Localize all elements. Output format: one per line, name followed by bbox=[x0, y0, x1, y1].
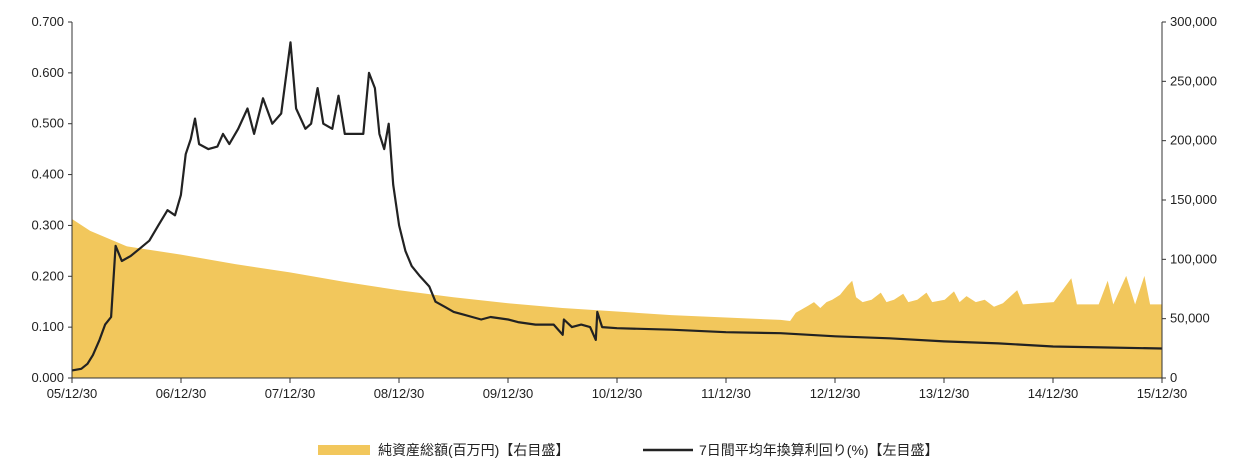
x-tick-label: 09/12/30 bbox=[483, 386, 534, 401]
x-tick-label: 08/12/30 bbox=[374, 386, 425, 401]
left-tick-label: 0.400 bbox=[31, 167, 64, 182]
x-tick-label: 06/12/30 bbox=[156, 386, 207, 401]
right-tick-label: 0 bbox=[1170, 370, 1177, 385]
left-tick-label: 0.500 bbox=[31, 116, 64, 131]
right-tick-label: 150,000 bbox=[1170, 192, 1217, 207]
right-tick-label: 50,000 bbox=[1170, 311, 1210, 326]
x-tick-label: 10/12/30 bbox=[592, 386, 643, 401]
right-tick-label: 250,000 bbox=[1170, 73, 1217, 88]
left-tick-label: 0.700 bbox=[31, 14, 64, 29]
x-tick-label: 12/12/30 bbox=[810, 386, 861, 401]
right-tick-label: 100,000 bbox=[1170, 251, 1217, 266]
x-tick-label: 13/12/30 bbox=[919, 386, 970, 401]
net-assets-area-layer bbox=[72, 219, 1162, 378]
legend-swatch-net-assets bbox=[318, 445, 370, 455]
yield-line bbox=[71, 41, 1163, 372]
right-tick-label: 300,000 bbox=[1170, 14, 1217, 29]
x-tick-label: 07/12/30 bbox=[265, 386, 316, 401]
net-assets-area bbox=[72, 219, 1162, 378]
legend: 純資産総額(百万円)【右目盛】 7日間平均年換算利回り(%)【左目盛】 bbox=[318, 442, 939, 458]
x-tick-label: 11/12/30 bbox=[701, 386, 751, 401]
right-tick-label: 200,000 bbox=[1170, 133, 1217, 148]
tick-labels-layer: 0.000 0.100 0.200 0.300 0.400 0.500 0.600 0.700… bbox=[31, 14, 1217, 401]
legend-label-net-assets: 純資産総額(百万円)【右目盛】 bbox=[378, 442, 569, 458]
left-tick-label: 0.200 bbox=[31, 268, 64, 283]
x-tick-label: 14/12/30 bbox=[1028, 386, 1079, 401]
left-tick-label: 0.300 bbox=[31, 217, 64, 232]
legend-label-yield: 7日間平均年換算利回り(%)【左目盛】 bbox=[699, 442, 939, 458]
left-tick-label: 0.000 bbox=[31, 370, 64, 385]
left-tick-label: 0.100 bbox=[31, 319, 64, 334]
axes-layer bbox=[68, 21, 1166, 383]
x-tick-label: 05/12/30 bbox=[47, 386, 98, 401]
yield-line-layer bbox=[71, 41, 1163, 372]
x-tick-label: 15/12/30 bbox=[1137, 386, 1188, 401]
left-tick-label: 0.600 bbox=[31, 65, 64, 80]
